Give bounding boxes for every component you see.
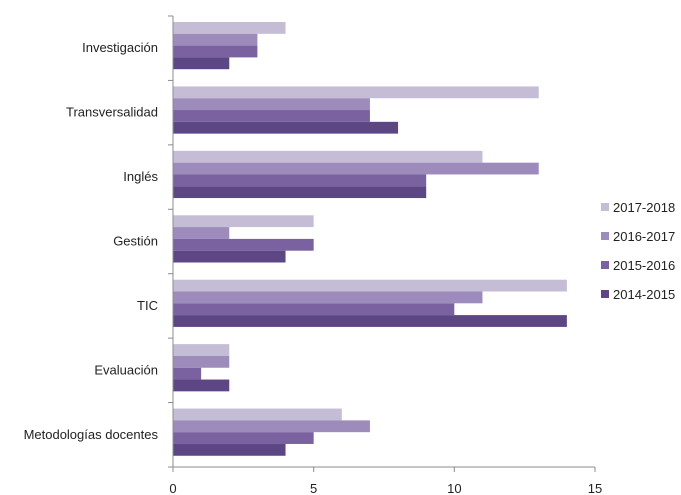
bar	[173, 379, 230, 392]
bar	[173, 45, 258, 58]
bar	[173, 121, 399, 134]
bar	[173, 443, 286, 456]
bar	[173, 279, 567, 292]
bar	[173, 291, 483, 304]
category-label: Transversalidad	[66, 105, 158, 120]
category-label: TIC	[137, 298, 158, 313]
bar	[173, 238, 314, 251]
legend-swatch	[601, 261, 609, 269]
bar	[173, 315, 567, 327]
category-labels: Investigación Transversalidad Inglés Gestió…	[24, 40, 159, 442]
x-tick-label: 5	[310, 481, 317, 495]
category-label: Gestión	[113, 234, 158, 249]
bar	[173, 303, 455, 316]
legend: 2017-2018 2016-2017 2015-2016 2014-2015	[601, 200, 675, 302]
bar	[173, 432, 314, 444]
bar	[173, 174, 427, 187]
bar	[173, 408, 342, 421]
bar	[173, 150, 483, 163]
bar	[173, 162, 539, 175]
bar	[173, 355, 230, 368]
legend-label: 2017-2018	[613, 200, 675, 215]
category-label: Evaluación	[94, 362, 158, 377]
category-ticks	[168, 15, 173, 468]
category-label: Inglés	[123, 169, 158, 184]
bar	[173, 367, 202, 380]
bar	[173, 98, 370, 111]
bar	[173, 227, 230, 239]
bar	[173, 215, 314, 228]
bar	[173, 110, 370, 122]
legend-label: 2015-2016	[613, 258, 675, 273]
legend-swatch	[601, 290, 609, 298]
bar	[173, 57, 230, 70]
category-label: Investigación	[82, 40, 158, 55]
legend-label: 2016-2017	[613, 229, 675, 244]
bar	[173, 250, 286, 263]
bar	[173, 420, 370, 433]
x-tick-label: 10	[447, 481, 461, 495]
legend-label: 2014-2015	[613, 287, 675, 302]
category-label: Metodologías docentes	[24, 427, 159, 442]
legend-swatch	[601, 232, 609, 240]
legend-swatch	[601, 203, 609, 211]
bar	[173, 33, 258, 46]
x-tick-label: 15	[588, 481, 602, 495]
bar	[173, 22, 286, 34]
x-tick-group: 0 5 10 15	[169, 467, 602, 495]
bar	[173, 344, 230, 356]
bar	[173, 186, 427, 199]
bars-group	[173, 22, 567, 456]
bar	[173, 86, 539, 99]
x-tick-label: 0	[169, 481, 176, 495]
